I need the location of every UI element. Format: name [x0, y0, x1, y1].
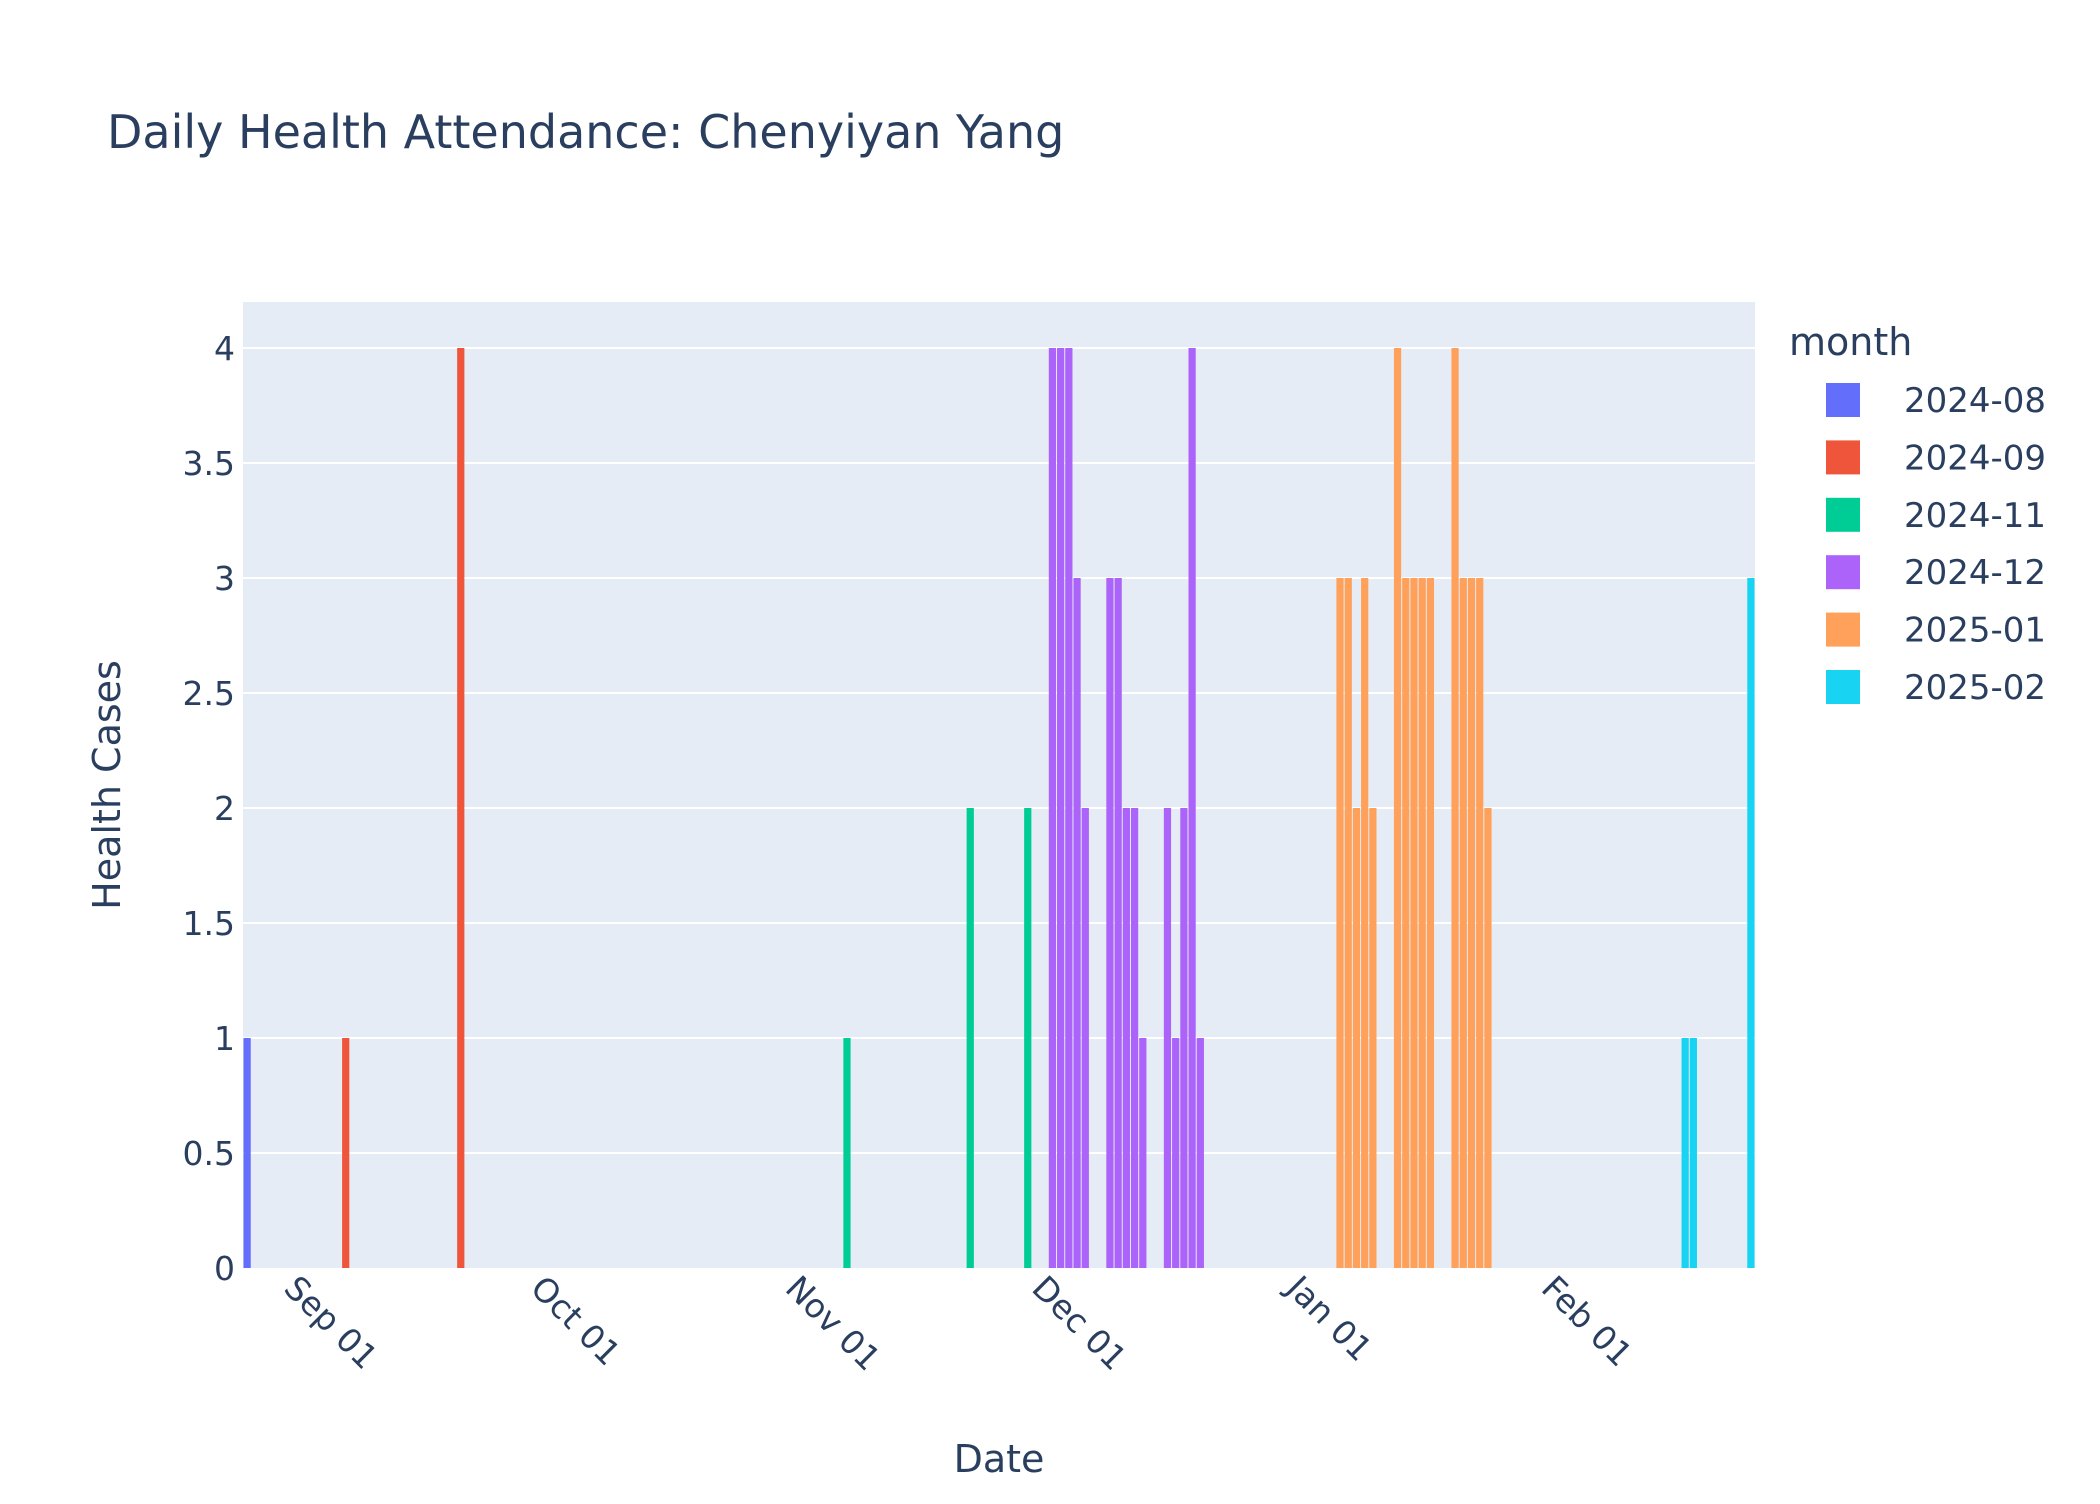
legend-swatch	[1826, 497, 1860, 532]
bar	[1114, 578, 1122, 1268]
legend-label: 2024-08	[1904, 381, 2046, 421]
legend-label: 2024-12	[1904, 553, 2046, 593]
bar	[1344, 578, 1352, 1268]
y-tick-label: 3	[214, 559, 235, 598]
legend-swatch	[1826, 670, 1860, 704]
bar	[1459, 578, 1467, 1268]
y-tick-label: 1.5	[183, 904, 235, 943]
legend-label: 2025-02	[1904, 668, 2046, 708]
legend-title: month	[1789, 320, 1912, 364]
y-tick-label: 3.5	[183, 444, 235, 483]
bar	[1057, 348, 1065, 1268]
bar	[342, 1038, 350, 1268]
gridlines	[243, 347, 1755, 1154]
legend-swatch	[1826, 440, 1860, 475]
bar	[1130, 808, 1139, 1268]
plot-area	[243, 302, 1755, 1268]
bar	[1336, 578, 1344, 1268]
legend-swatch	[1826, 555, 1860, 590]
bar	[1081, 808, 1089, 1268]
bar	[243, 1038, 251, 1268]
legend: month 2024-08 2024-09 2024-11 2024-12 2025-0…	[1789, 320, 2046, 708]
bar	[1402, 578, 1410, 1268]
bar	[1689, 1038, 1697, 1268]
legend-swatch	[1826, 612, 1860, 647]
bar	[1048, 348, 1057, 1268]
x-axis-title: Date	[954, 1437, 1045, 1481]
bar	[1393, 348, 1402, 1268]
y-tick-label: 4	[214, 329, 235, 368]
legend-label: 2024-11	[1904, 496, 2046, 536]
bar	[1681, 1038, 1689, 1268]
bar	[1747, 578, 1755, 1268]
bar	[1369, 808, 1377, 1268]
bar	[1180, 808, 1188, 1268]
y-tick-label: 2.5	[183, 674, 235, 713]
bars	[243, 348, 1755, 1268]
bar	[1352, 808, 1361, 1268]
bar	[1065, 348, 1073, 1268]
y-tick-label: 0	[214, 1249, 235, 1288]
y-axis-ticks: 0 0.5 1 1.5 2 2.5 3 3.5 4	[183, 329, 235, 1288]
bar	[457, 348, 465, 1268]
bar	[1476, 578, 1484, 1268]
y-tick-label: 1	[214, 1019, 235, 1058]
bar	[1467, 578, 1476, 1268]
bar	[1418, 578, 1426, 1268]
bar	[1188, 348, 1196, 1268]
chart-title: Daily Health Attendance: Chenyiyan Yang	[107, 105, 1064, 159]
bar	[1024, 808, 1032, 1268]
y-tick-label: 0.5	[183, 1134, 235, 1173]
y-tick-label: 2	[214, 789, 235, 828]
bar	[1410, 578, 1418, 1268]
bar	[1426, 578, 1435, 1268]
legend-label: 2025-01	[1904, 611, 2046, 651]
bar	[1196, 1038, 1204, 1268]
legend-label: 2024-09	[1904, 438, 2046, 478]
bar	[1361, 578, 1369, 1268]
bar	[1163, 808, 1172, 1268]
bar	[1172, 1038, 1180, 1268]
bar	[1139, 1038, 1147, 1268]
bar	[1106, 578, 1114, 1268]
bar	[1451, 348, 1459, 1268]
bar	[843, 1038, 851, 1268]
bar	[1122, 808, 1130, 1268]
y-axis-title: Health Cases	[85, 660, 129, 910]
bar	[966, 808, 974, 1268]
legend-swatch	[1826, 383, 1860, 417]
bar	[1484, 808, 1492, 1268]
bar	[1073, 578, 1081, 1268]
